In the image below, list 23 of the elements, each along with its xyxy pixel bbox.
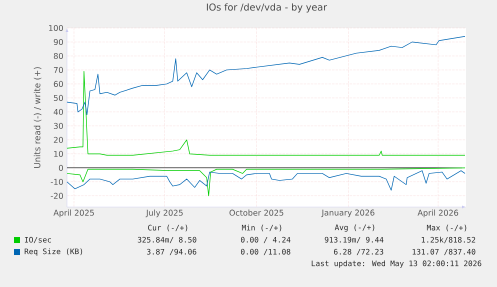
y-tick-label: 90 [54,38,63,46]
x-tick-label: April 2026 [418,210,458,218]
y-tick-label: 50 [54,94,63,101]
y-tick-label: 60 [54,80,63,87]
y-tick-label: 80 [54,52,63,59]
y-tick-label: 0 [58,164,63,171]
line-series [66,170,466,191]
y-tick-label: -10 [50,178,63,185]
x-tick-label: January 2026 [321,210,374,218]
y-axis-title: Units read (-) / write (+) [34,67,42,168]
y-tick-label: 10 [54,150,63,157]
y-tick-label: 70 [54,66,63,73]
y-tick-label: 30 [54,122,63,129]
x-tick-label: October 2025 [230,210,284,216]
line-series [66,168,466,196]
y-tick-label: 20 [54,136,63,143]
x-tick-label: July 2025 [146,210,183,218]
y-tick-label: 40 [54,108,63,115]
x-tick-label: April 2025 [53,210,94,218]
line-series [66,36,466,116]
y-tick-label: -20 [50,192,63,199]
chart-title: IOs for /dev/vda - by year [206,3,328,12]
y-tick-label: 100 [49,24,63,32]
